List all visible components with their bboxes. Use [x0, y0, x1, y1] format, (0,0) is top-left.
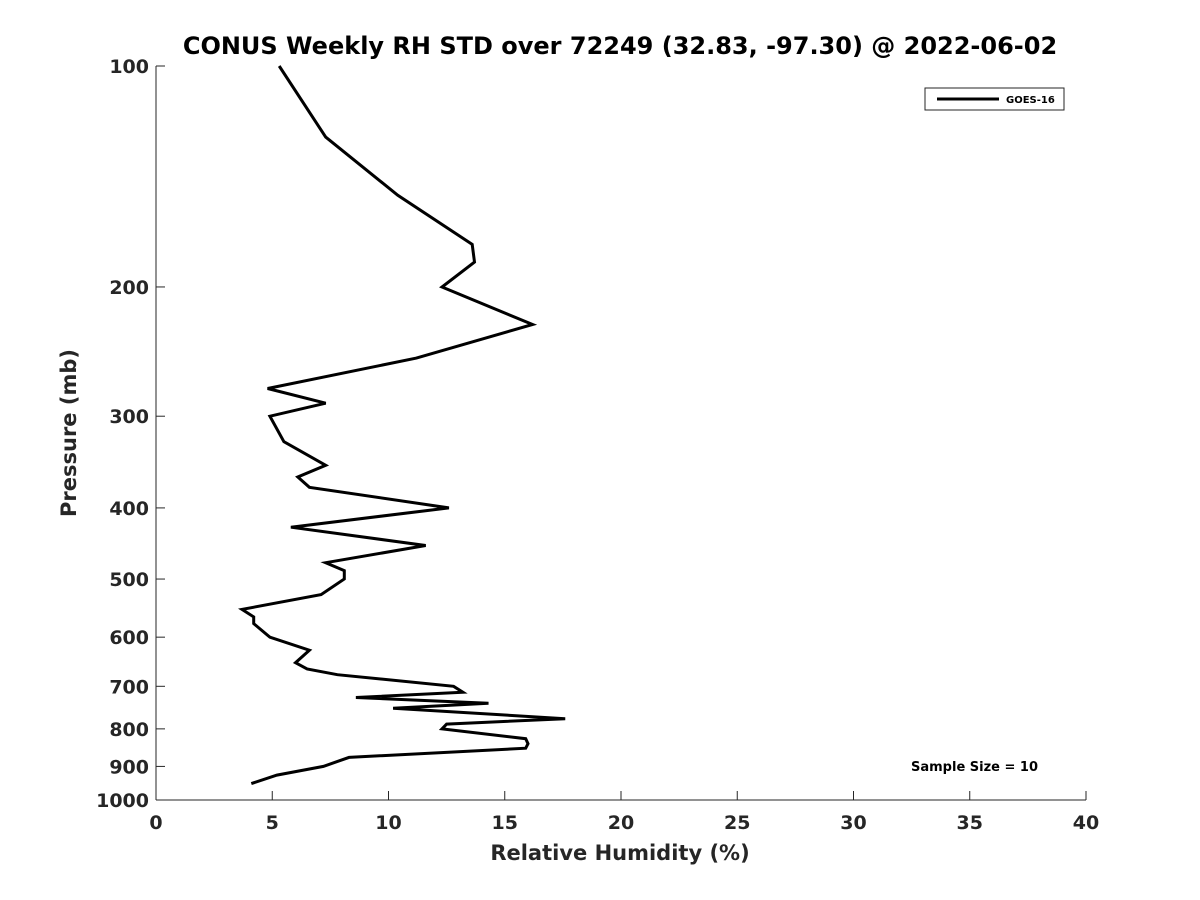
plot-area: 0 5 10 15 20 25 30 35 40 100 200 300 400 500 600 700 80… [96, 56, 1099, 834]
x-tick-label: 35 [957, 812, 983, 834]
y-tick-label: 800 [109, 719, 149, 741]
y-tick-label: 600 [109, 627, 149, 649]
series-group [238, 65, 566, 786]
y-tick-label: 100 [109, 56, 149, 78]
x-ticks: 0 5 10 15 20 25 30 35 40 [149, 791, 1099, 834]
x-tick-label: 10 [375, 812, 401, 834]
legend-entry-goes16: GOES-16 [1006, 95, 1055, 106]
y-ticks: 100 200 300 400 500 600 700 800 900 1000 [96, 56, 165, 812]
x-tick-label: 40 [1073, 812, 1099, 834]
y-tick-label: 900 [109, 756, 149, 778]
x-axis-label: Relative Humidity (%) [490, 841, 749, 865]
y-tick-label: 500 [109, 569, 149, 591]
x-tick-label: 15 [492, 812, 518, 834]
x-tick-label: 20 [608, 812, 634, 834]
y-tick-label: 1000 [96, 790, 149, 812]
series-line-goes16 [238, 65, 566, 786]
chart-title: CONUS Weekly RH STD over 72249 (32.83, -… [183, 32, 1057, 60]
y-tick-label: 400 [109, 498, 149, 520]
legend: GOES-16 [924, 87, 1065, 111]
x-tick-label: 0 [149, 812, 162, 834]
y-tick-label: 200 [109, 277, 149, 299]
sample-size-annotation: Sample Size = 10 [911, 760, 1038, 775]
x-tick-label: 25 [724, 812, 750, 834]
y-axis-label: Pressure (mb) [57, 349, 81, 517]
x-tick-label: 5 [266, 812, 279, 834]
y-tick-label: 700 [109, 676, 149, 698]
y-tick-label: 300 [109, 406, 149, 428]
x-tick-label: 30 [840, 812, 866, 834]
